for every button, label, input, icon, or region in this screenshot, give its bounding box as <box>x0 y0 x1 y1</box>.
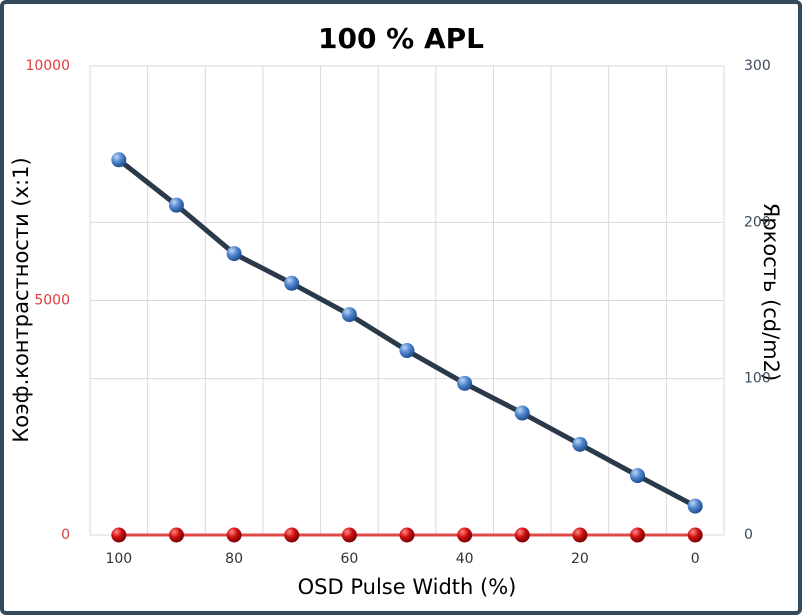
point <box>687 527 703 543</box>
point <box>457 375 473 391</box>
y-tick-label: 0 <box>61 527 70 543</box>
point <box>168 527 184 543</box>
y2-axis-label: Яркость (cd/m2) <box>759 203 783 381</box>
point <box>687 498 703 514</box>
x-tick-label: 40 <box>456 551 474 567</box>
point <box>514 527 530 543</box>
point <box>630 468 646 484</box>
y2-tick-label: 0 <box>744 527 753 543</box>
y2-tick-label: 300 <box>744 58 771 74</box>
x-tick-label: 0 <box>691 551 700 567</box>
point <box>111 152 127 168</box>
x-axis-label: OSD Pulse Width (%) <box>298 575 517 599</box>
point <box>341 527 357 543</box>
point <box>284 527 300 543</box>
point <box>514 405 530 421</box>
point <box>168 197 184 213</box>
y-tick-label: 5000 <box>34 293 70 309</box>
x-tick-label: 100 <box>105 551 132 567</box>
point <box>341 307 357 323</box>
x-tick-label: 20 <box>571 551 589 567</box>
point <box>399 343 415 359</box>
point <box>572 436 588 452</box>
y-tick-label: 10000 <box>25 58 70 74</box>
y2-tick-label: 200 <box>744 214 771 230</box>
point <box>572 527 588 543</box>
x-tick-label: 60 <box>340 551 358 567</box>
point <box>226 527 242 543</box>
point <box>630 527 646 543</box>
y2-tick-label: 100 <box>744 371 771 387</box>
point <box>399 527 415 543</box>
point <box>284 275 300 291</box>
point <box>457 527 473 543</box>
point <box>111 527 127 543</box>
x-tick-label: 80 <box>225 551 243 567</box>
point <box>226 246 242 262</box>
y-axis-label: Коэф.контрастности (x:1) <box>9 157 33 442</box>
chart-title: 100 % APL <box>318 22 484 55</box>
